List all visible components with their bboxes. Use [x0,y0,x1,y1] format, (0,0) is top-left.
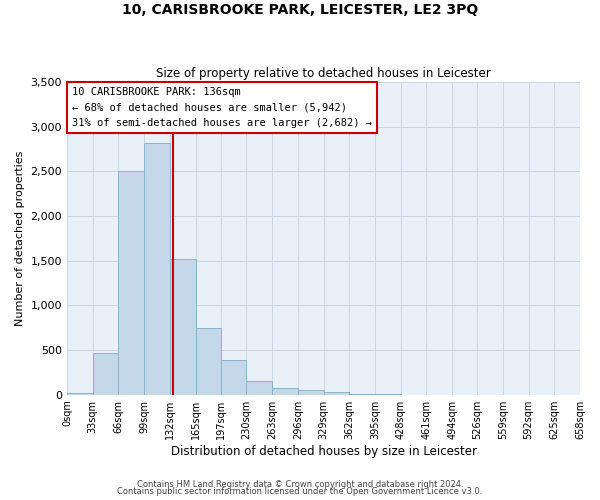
Bar [196,328,221,394]
Text: 10, CARISBROOKE PARK, LEICESTER, LE2 3PQ: 10, CARISBROOKE PARK, LEICESTER, LE2 3PQ [122,2,478,16]
Y-axis label: Number of detached properties: Number of detached properties [15,150,25,326]
Text: 10 CARISBROOKE PARK: 136sqm
← 68% of detached houses are smaller (5,942)
31% of : 10 CARISBROOKE PARK: 136sqm ← 68% of det… [72,86,372,128]
Bar [93,352,118,395]
Bar [118,172,144,394]
Text: Contains HM Land Registry data © Crown copyright and database right 2024.: Contains HM Land Registry data © Crown c… [137,480,463,489]
Bar [144,143,170,395]
Text: Contains public sector information licensed under the Open Government Licence v3: Contains public sector information licen… [118,488,482,496]
Bar [67,393,93,394]
X-axis label: Distribution of detached houses by size in Leicester: Distribution of detached houses by size … [170,444,476,458]
Bar [221,360,247,394]
Bar [323,392,349,394]
Bar [170,259,196,394]
Bar [298,390,323,394]
Bar [272,388,298,394]
Title: Size of property relative to detached houses in Leicester: Size of property relative to detached ho… [156,66,491,80]
Bar [247,381,272,394]
